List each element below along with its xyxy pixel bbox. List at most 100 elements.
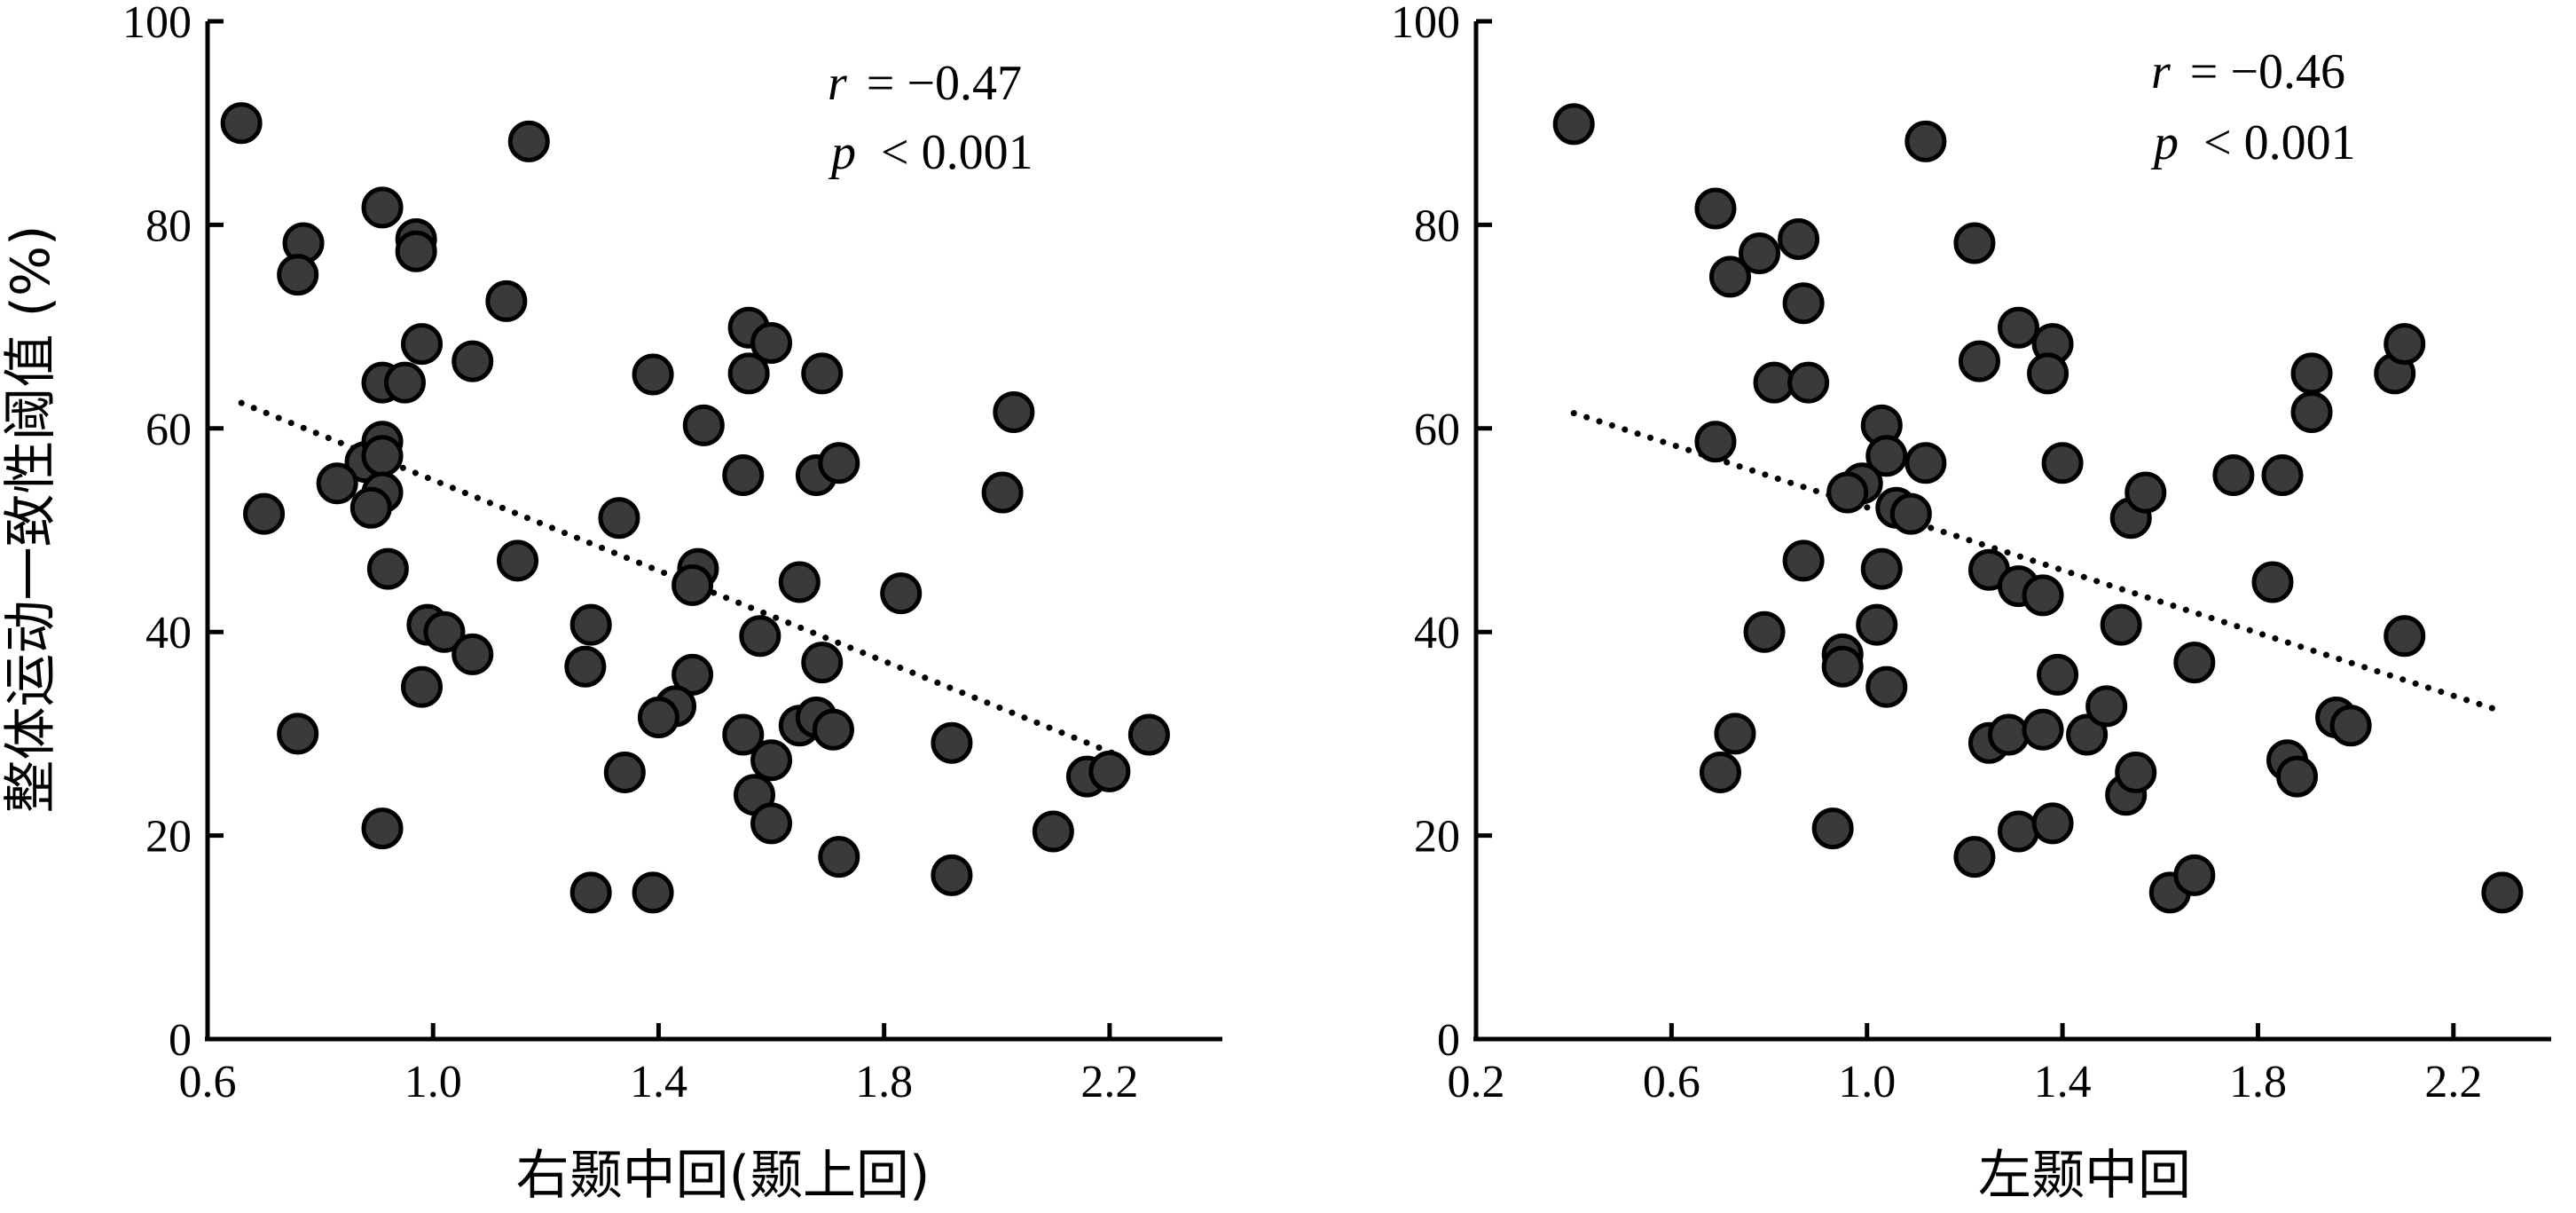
left-data-point (671, 563, 714, 606)
right-p-value: < 0.001 (2203, 115, 2356, 170)
left-data-point (497, 540, 539, 582)
right-data-point (2022, 574, 2064, 617)
right-data-point (2085, 685, 2128, 728)
left-data-point (401, 323, 444, 366)
left-data-point (637, 697, 679, 739)
right-data-point (1826, 471, 1869, 514)
right-data-point (2276, 755, 2319, 798)
right-x-tick-label: 0.6 (1643, 1057, 1700, 1107)
right-r-value: = −0.46 (2190, 44, 2345, 99)
right-data-point (1958, 340, 2000, 382)
left-data-point (722, 454, 765, 497)
right-data-point (1778, 217, 1820, 260)
left-data-point (569, 603, 612, 646)
left-data-point (507, 120, 550, 162)
svg-text:p < 0.001: p < 0.001 (828, 125, 1033, 180)
left-p-value: < 0.001 (881, 125, 1033, 180)
left-r-value: = −0.47 (867, 56, 1022, 111)
right-data-point (2329, 705, 2372, 747)
right-stats: r = −0.46 p < 0.001 (2150, 44, 2356, 170)
left-data-point (818, 836, 860, 878)
right-data-point (2290, 390, 2333, 433)
left-data-point (220, 102, 263, 145)
left-data-points (220, 102, 1170, 914)
left-data-point (598, 497, 640, 540)
right-x-axis-title: 左颞中回 (1978, 1145, 2191, 1207)
left-data-point (778, 561, 821, 603)
left-data-point (750, 321, 793, 364)
left-data-point (277, 713, 319, 755)
right-y-ticks: 0 20 40 60 80 100 (1391, 0, 1492, 1066)
right-x-ticks: 0.2 0.6 1.0 1.4 1.8 2.2 (1448, 1023, 2482, 1107)
right-data-point (1905, 120, 1947, 162)
left-y-tick-label: 0 (169, 1015, 192, 1066)
left-data-point (316, 462, 358, 505)
left-y-tick-label: 40 (145, 608, 192, 658)
left-y-tick-label: 80 (145, 201, 192, 251)
right-data-point (2384, 615, 2426, 658)
right-p-symbol: p (2150, 115, 2179, 170)
right-data-point (1694, 187, 1737, 230)
left-r-symbol: r (828, 56, 847, 111)
left-data-point (818, 442, 860, 484)
left-gridless-axes (205, 21, 1222, 1042)
left-data-point (361, 807, 404, 850)
left-data-point (564, 645, 607, 688)
left-data-point (395, 230, 437, 272)
left-x-tick-label: 0.6 (179, 1057, 237, 1107)
left-data-point (750, 802, 793, 845)
right-data-point (1860, 547, 1903, 590)
left-x-tick-label: 1.0 (404, 1057, 462, 1107)
right-trendline-group (1570, 410, 2496, 712)
left-data-point (349, 486, 392, 529)
right-y-tick-label: 60 (1414, 405, 1460, 455)
right-data-point (2173, 642, 2216, 684)
left-panel: 0 20 40 60 80 100 0.6 1.0 1.4 1.8 2.2 整体运动一致性阈值 (… (0, 0, 1222, 1207)
left-data-point (931, 854, 973, 896)
right-data-point (1694, 421, 1737, 463)
right-x-tick-label: 1.8 (2229, 1057, 2287, 1107)
left-data-point (361, 186, 404, 229)
right-data-point (1953, 222, 1996, 264)
right-data-point (1708, 256, 1751, 298)
right-data-point (2384, 323, 2426, 366)
left-data-point (750, 739, 793, 782)
right-data-point (2022, 708, 2064, 751)
right-data-point (2481, 871, 2524, 914)
left-data-point (632, 871, 674, 914)
right-data-point (1699, 751, 1741, 793)
right-y-tick-label: 80 (1414, 201, 1460, 251)
right-y-tick-label: 40 (1414, 608, 1460, 658)
left-x-tick-label: 1.8 (855, 1057, 913, 1107)
right-data-point (1714, 713, 1756, 755)
right-data-point (1856, 603, 1898, 646)
right-data-point (1998, 810, 2040, 853)
left-y-tick-label: 20 (145, 812, 192, 862)
left-data-point (993, 390, 1035, 433)
left-data-point (603, 751, 646, 793)
left-data-point (383, 361, 426, 404)
right-data-point (2124, 471, 2167, 514)
left-data-point (682, 404, 725, 446)
right-data-point (1552, 103, 1595, 146)
left-data-point (880, 572, 923, 615)
left-data-point (401, 666, 444, 708)
right-data-point (1739, 232, 1781, 275)
left-y-tick-label: 60 (145, 405, 192, 455)
right-data-point (1987, 713, 2030, 756)
left-data-point (452, 340, 494, 382)
right-data-points (1552, 103, 2524, 914)
right-r-symbol: r (2151, 44, 2171, 99)
right-y-tick-label: 100 (1391, 0, 1460, 48)
left-data-point (812, 708, 854, 751)
left-data-point (801, 642, 844, 684)
left-data-point (931, 721, 973, 764)
left-p-symbol: p (828, 125, 856, 180)
right-data-point (1905, 442, 1947, 484)
right-data-point (1998, 306, 2040, 349)
right-panel: 0 20 40 60 80 100 0.2 0.6 1.0 1.4 1.8 2.2 左颞中回 r =… (1391, 0, 2551, 1207)
right-data-point (2251, 561, 2294, 603)
right-data-point (1782, 282, 1825, 325)
right-data-point (2100, 603, 2142, 646)
right-data-point (2290, 352, 2333, 395)
